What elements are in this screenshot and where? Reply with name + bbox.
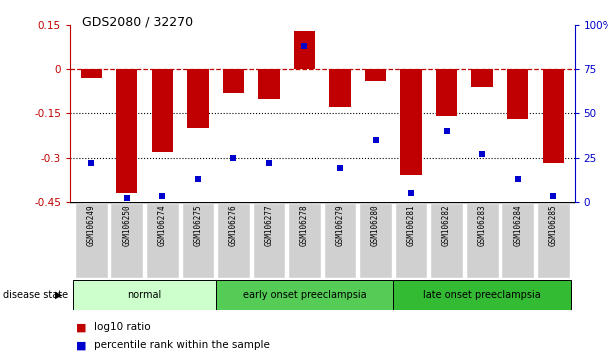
Text: GSM106276: GSM106276 (229, 204, 238, 246)
Text: disease state: disease state (3, 290, 68, 300)
Bar (81, 69, 102, 78)
Bar (401, 69, 422, 175)
Text: GSM106274: GSM106274 (158, 204, 167, 246)
Text: GSM106282: GSM106282 (442, 204, 451, 246)
Text: ■: ■ (76, 322, 86, 332)
Text: GSM106283: GSM106283 (478, 204, 486, 246)
Text: early onset preeclampsia: early onset preeclampsia (243, 290, 366, 300)
Point (335, 165, 345, 171)
Point (157, 194, 167, 199)
Bar (471, 69, 493, 87)
FancyBboxPatch shape (74, 280, 216, 310)
FancyBboxPatch shape (466, 203, 499, 278)
Text: GSM106281: GSM106281 (407, 204, 416, 246)
FancyBboxPatch shape (217, 203, 250, 278)
Point (264, 160, 274, 166)
Point (371, 137, 381, 143)
Bar (223, 69, 244, 93)
Bar (294, 31, 315, 69)
Bar (187, 69, 209, 128)
FancyBboxPatch shape (537, 203, 570, 278)
Text: GSM106249: GSM106249 (87, 204, 95, 246)
Text: percentile rank within the sample: percentile rank within the sample (94, 340, 270, 350)
Bar (542, 69, 564, 164)
Text: log10 ratio: log10 ratio (94, 322, 151, 332)
FancyBboxPatch shape (359, 203, 392, 278)
Point (122, 195, 132, 201)
Text: GSM106280: GSM106280 (371, 204, 380, 246)
FancyBboxPatch shape (288, 203, 321, 278)
FancyBboxPatch shape (395, 203, 427, 278)
FancyBboxPatch shape (111, 203, 143, 278)
FancyBboxPatch shape (75, 203, 108, 278)
FancyBboxPatch shape (393, 280, 571, 310)
Bar (436, 69, 457, 116)
Bar (330, 69, 351, 107)
Text: GSM106279: GSM106279 (336, 204, 345, 246)
Point (548, 194, 558, 199)
FancyBboxPatch shape (430, 203, 463, 278)
Text: normal: normal (128, 290, 162, 300)
Text: GSM106278: GSM106278 (300, 204, 309, 246)
Point (300, 43, 309, 49)
Text: late onset preeclampsia: late onset preeclampsia (423, 290, 541, 300)
Bar (116, 69, 137, 193)
Bar (151, 69, 173, 152)
Text: GDS2080 / 32270: GDS2080 / 32270 (82, 16, 193, 29)
Point (477, 151, 487, 157)
Text: GSM106250: GSM106250 (122, 204, 131, 246)
Text: GSM106277: GSM106277 (264, 204, 274, 246)
Text: GSM106285: GSM106285 (549, 204, 558, 246)
FancyBboxPatch shape (502, 203, 534, 278)
Point (229, 155, 238, 160)
Text: ▶: ▶ (55, 290, 63, 300)
Text: GSM106275: GSM106275 (193, 204, 202, 246)
Bar (365, 69, 386, 81)
Point (406, 190, 416, 196)
FancyBboxPatch shape (252, 203, 285, 278)
Bar (258, 69, 280, 98)
Bar (507, 69, 528, 119)
FancyBboxPatch shape (323, 203, 356, 278)
Text: ■: ■ (76, 340, 86, 350)
FancyBboxPatch shape (146, 203, 179, 278)
Point (193, 176, 202, 182)
Point (513, 176, 522, 182)
FancyBboxPatch shape (216, 280, 393, 310)
FancyBboxPatch shape (182, 203, 214, 278)
Text: GSM106284: GSM106284 (513, 204, 522, 246)
Point (86, 160, 96, 166)
Point (442, 128, 452, 134)
